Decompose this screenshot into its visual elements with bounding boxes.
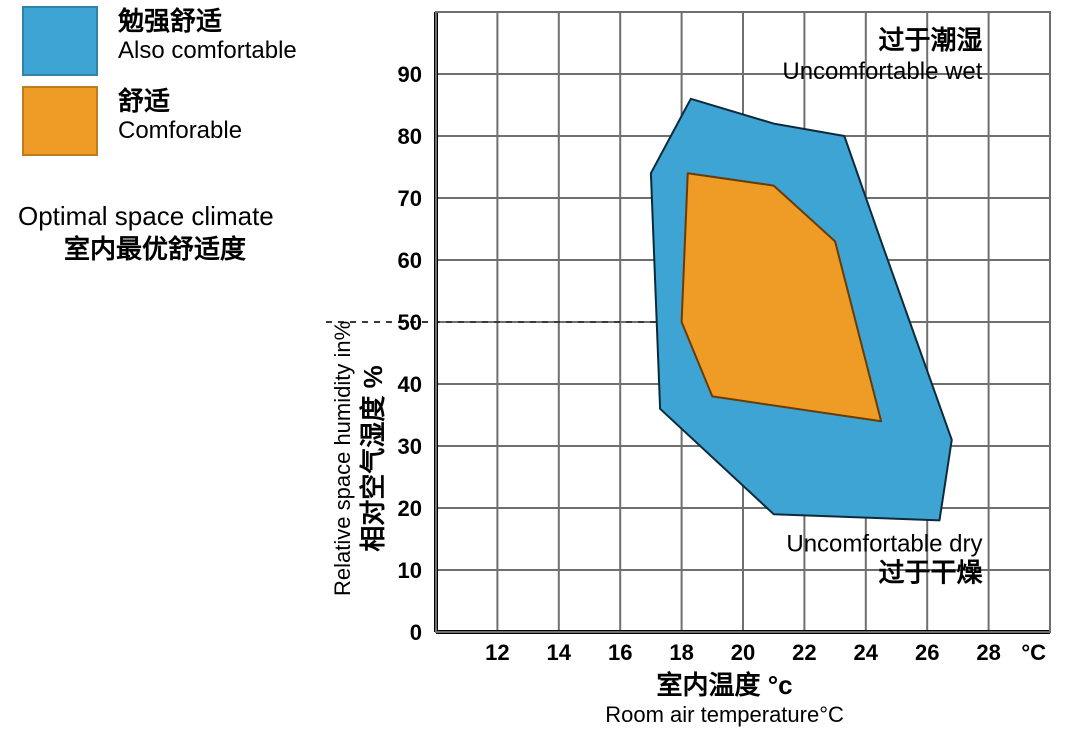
x-tick-label: 28	[976, 640, 1000, 665]
x-tick-label: 18	[669, 640, 693, 665]
x-tick-label: 22	[792, 640, 816, 665]
annotation-uncomfortable-dry-line2: 过于干燥	[878, 557, 983, 587]
y-tick-label: 70	[398, 186, 422, 211]
comfort-chart-svg: 12 14 16 18 20 22 24 26 28 °C 0 10 20 30 40 50 60 70 80 90 室…	[326, 6, 1058, 742]
y-tick-label: 10	[398, 558, 422, 583]
legend-swatch-comfortable	[22, 86, 98, 156]
x-tick-label: 14	[547, 640, 572, 665]
y-tick-label: 90	[398, 62, 422, 87]
y-tick-label: 0	[410, 620, 422, 645]
y-tick-label: 50	[398, 310, 422, 335]
x-unit-label: °C	[1021, 640, 1046, 665]
y-tick-label: 30	[398, 434, 422, 459]
x-tick-label: 24	[854, 640, 879, 665]
x-axis-title-en: Room air temperature°C	[605, 702, 844, 727]
annotation-uncomfortable-dry-line1: Uncomfortable dry	[786, 530, 982, 557]
annotation-uncomfortable-wet-line1: 过于潮湿	[878, 25, 982, 55]
y-tick-label: 20	[398, 496, 422, 521]
y-tick-label: 40	[398, 372, 422, 397]
legend-label-en: Comforable	[118, 117, 242, 146]
side-title-cn: 室内最优舒适度	[18, 233, 338, 266]
x-axis-title-cn: 室内温度 °c	[657, 670, 793, 700]
legend-swatch-also-comfortable	[22, 6, 98, 76]
x-tick-label: 12	[485, 640, 509, 665]
legend-text-also-comfortable: 勉强舒适 Also comfortable	[118, 6, 297, 66]
legend-label-cn: 舒适	[118, 86, 242, 117]
comfort-chart: 12 14 16 18 20 22 24 26 28 °C 0 10 20 30 40 50 60 70 80 90 室…	[326, 6, 1058, 742]
annotation-uncomfortable-wet-line2: Uncomfortable wet	[782, 58, 982, 85]
y-axis-title-en: Relative space humidity in%	[330, 321, 355, 596]
legend-label-en: Also comfortable	[118, 37, 297, 66]
legend-label-cn: 勉强舒适	[118, 6, 297, 37]
y-axis-title-cn: 相对空气湿度 %	[358, 365, 388, 551]
x-tick-label: 20	[731, 640, 755, 665]
x-tick-label: 16	[608, 640, 632, 665]
x-tick-label: 26	[915, 640, 939, 665]
side-title-en: Optimal space climate	[18, 200, 338, 233]
legend-text-comfortable: 舒适 Comforable	[118, 86, 242, 146]
y-tick-label: 60	[398, 248, 422, 273]
optimal-space-climate-title: Optimal space climate 室内最优舒适度	[18, 200, 338, 265]
y-tick-label: 80	[398, 124, 422, 149]
